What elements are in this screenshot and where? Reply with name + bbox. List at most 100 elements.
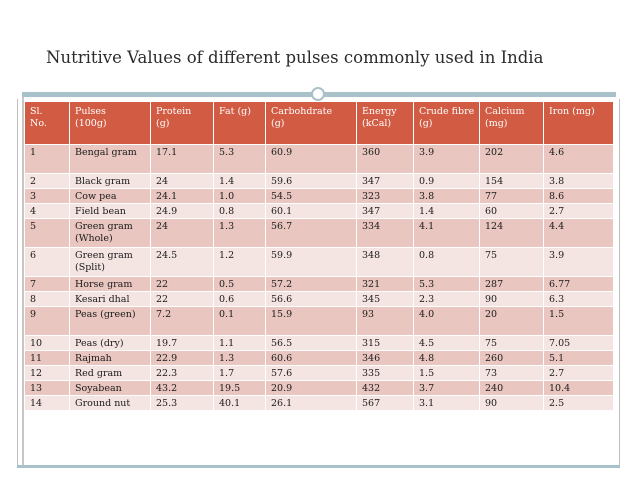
table-cell-iron: 6.77 xyxy=(543,276,614,292)
table-row: 1 Bengal gram 17.1 5.3 60.9 360 3.9 202 4.6 xyxy=(24,144,614,174)
table-cell-fat: 0.8 xyxy=(213,203,266,219)
table-cell-energy: 321 xyxy=(356,276,414,292)
column-header-line2: (mg) xyxy=(485,118,508,129)
table-cell-pulses: Kesari dhal xyxy=(69,291,151,307)
table-row: 3 Cow pea 24.1 1.0 54.5 323 3.8 77 8.6 xyxy=(24,188,614,204)
table-cell-iron: 1.5 xyxy=(543,306,614,336)
table-cell-sl-no: 14 xyxy=(24,395,70,411)
table-cell-pulses: Green gram (Split) xyxy=(69,247,151,277)
column-header-crude-fibre: Crude fibre (g) xyxy=(413,101,480,145)
table-cell-fat: 40.1 xyxy=(213,395,266,411)
column-header-line2: No. xyxy=(30,118,47,129)
table-cell-energy: 347 xyxy=(356,203,414,219)
table-cell-iron: 4.6 xyxy=(543,144,614,174)
table-cell-pulses: Ground nut xyxy=(69,395,151,411)
table-cell-pulses: Black gram xyxy=(69,173,151,189)
table-body: 1 Bengal gram 17.1 5.3 60.9 360 3.9 202 4.6 2 Blac… xyxy=(24,144,614,411)
column-header-protein: Protein (g) xyxy=(150,101,214,145)
table-cell-crude-fibre: 3.1 xyxy=(413,395,480,411)
table-cell-crude-fibre: 1.5 xyxy=(413,365,480,381)
column-header-energy: Energy (kCal) xyxy=(356,101,414,145)
table-cell-calcium: 154 xyxy=(479,173,544,189)
table-cell-crude-fibre: 0.8 xyxy=(413,247,480,277)
bottom-accent-strip xyxy=(17,465,620,468)
table-cell-pulses: Green gram (Whole) xyxy=(69,218,151,248)
table-cell-pulses: Bengal gram xyxy=(69,144,151,174)
table-row: 9 Peas (green) 7.2 0.1 15.9 93 4.0 20 1.5 xyxy=(24,306,614,336)
table-cell-crude-fibre: 4.1 xyxy=(413,218,480,248)
table-cell-carbohydrate: 56.6 xyxy=(265,291,357,307)
table-cell-energy: 93 xyxy=(356,306,414,336)
table-row: 10 Peas (dry) 19.7 1.1 56.5 315 4.5 75 7.05 xyxy=(24,335,614,351)
table-cell-pulses: Red gram xyxy=(69,365,151,381)
table-row: 4 Field bean 24.9 0.8 60.1 347 1.4 60 2.7 xyxy=(24,203,614,219)
table-cell-fat: 0.6 xyxy=(213,291,266,307)
table-cell-calcium: 202 xyxy=(479,144,544,174)
table-cell-crude-fibre: 2.3 xyxy=(413,291,480,307)
table-cell-energy: 432 xyxy=(356,380,414,396)
table-cell-calcium: 73 xyxy=(479,365,544,381)
table-cell-sl-no: 4 xyxy=(24,203,70,219)
column-header-line1: Protein xyxy=(156,106,192,117)
column-header-line1: Pulses xyxy=(75,106,106,117)
column-header-sl-no: Sl. No. xyxy=(24,101,70,145)
table-cell-carbohydrate: 56.5 xyxy=(265,335,357,351)
table-cell-calcium: 75 xyxy=(479,247,544,277)
table-cell-energy: 360 xyxy=(356,144,414,174)
table-cell-calcium: 75 xyxy=(479,335,544,351)
column-header-line2: (g) xyxy=(419,118,433,129)
table-cell-protein: 24.1 xyxy=(150,188,214,204)
table-cell-fat: 0.5 xyxy=(213,276,266,292)
table-cell-crude-fibre: 3.8 xyxy=(413,188,480,204)
table-cell-sl-no: 13 xyxy=(24,380,70,396)
table-cell-protein: 24 xyxy=(150,218,214,248)
table-row: 2 Black gram 24 1.4 59.6 347 0.9 154 3.8 xyxy=(24,173,614,189)
table-row: 11 Rajmah 22.9 1.3 60.6 346 4.8 260 5.1 xyxy=(24,350,614,366)
table-cell-energy: 335 xyxy=(356,365,414,381)
table-cell-iron: 2.7 xyxy=(543,203,614,219)
title-band xyxy=(17,13,620,99)
table-cell-calcium: 20 xyxy=(479,306,544,336)
table-cell-protein: 24 xyxy=(150,173,214,189)
table-cell-iron: 10.4 xyxy=(543,380,614,396)
table-cell-calcium: 77 xyxy=(479,188,544,204)
table-cell-protein: 43.2 xyxy=(150,380,214,396)
table-cell-carbohydrate: 60.1 xyxy=(265,203,357,219)
table-cell-calcium: 60 xyxy=(479,203,544,219)
table-row: 12 Red gram 22.3 1.7 57.6 335 1.5 73 2.7 xyxy=(24,365,614,381)
table-cell-fat: 1.2 xyxy=(213,247,266,277)
table-cell-calcium: 287 xyxy=(479,276,544,292)
nutrition-table: Sl. No. Pulses (100g) Protein (g) Fat (g) Carbo… xyxy=(24,101,614,411)
table-cell-protein: 25.3 xyxy=(150,395,214,411)
table-cell-calcium: 90 xyxy=(479,395,544,411)
table-row: 8 Kesari dhal 22 0.6 56.6 345 2.3 90 6.3 xyxy=(24,291,614,307)
table-cell-carbohydrate: 54.5 xyxy=(265,188,357,204)
table-cell-calcium: 260 xyxy=(479,350,544,366)
column-header-line2: (g) xyxy=(271,118,285,129)
column-header-line1: Carbohdrate xyxy=(271,106,333,117)
table-cell-iron: 4.4 xyxy=(543,218,614,248)
table-cell-pulses: Field bean xyxy=(69,203,151,219)
table-cell-fat: 1.7 xyxy=(213,365,266,381)
table-cell-fat: 5.3 xyxy=(213,144,266,174)
column-header-line1: Sl. xyxy=(30,106,43,117)
table-cell-protein: 24.9 xyxy=(150,203,214,219)
table-cell-sl-no: 5 xyxy=(24,218,70,248)
table-cell-sl-no: 6 xyxy=(24,247,70,277)
table-cell-energy: 334 xyxy=(356,218,414,248)
table-cell-pulses: Soyabean xyxy=(69,380,151,396)
table-cell-energy: 567 xyxy=(356,395,414,411)
table-cell-crude-fibre: 4.0 xyxy=(413,306,480,336)
table-cell-iron: 3.8 xyxy=(543,173,614,189)
table-cell-iron: 8.6 xyxy=(543,188,614,204)
column-header-line1: Energy xyxy=(362,106,397,117)
column-header-iron: Iron (mg) xyxy=(543,101,614,145)
table-cell-sl-no: 10 xyxy=(24,335,70,351)
column-header-carbohydrate: Carbohdrate (g) xyxy=(265,101,357,145)
table-cell-pulses: Peas (dry) xyxy=(69,335,151,351)
table-cell-carbohydrate: 20.9 xyxy=(265,380,357,396)
table-cell-energy: 315 xyxy=(356,335,414,351)
table-row: 7 Horse gram 22 0.5 57.2 321 5.3 287 6.77 xyxy=(24,276,614,292)
table-cell-protein: 22.3 xyxy=(150,365,214,381)
table-cell-sl-no: 12 xyxy=(24,365,70,381)
